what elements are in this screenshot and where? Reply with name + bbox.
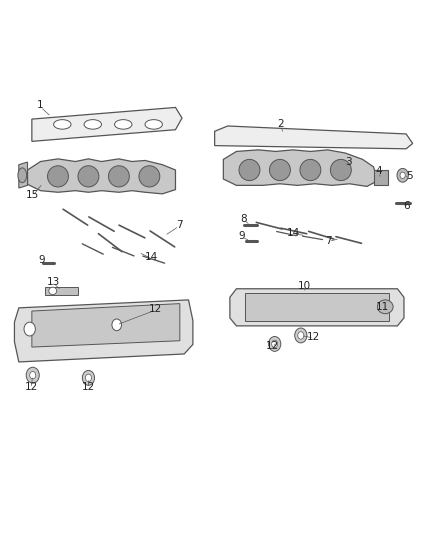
Ellipse shape [115, 119, 132, 129]
Text: 1: 1 [37, 100, 44, 110]
Polygon shape [374, 170, 388, 185]
Ellipse shape [239, 159, 260, 181]
Ellipse shape [82, 370, 95, 385]
Text: 2: 2 [278, 119, 284, 130]
Ellipse shape [49, 287, 57, 295]
Ellipse shape [18, 168, 27, 183]
Ellipse shape [298, 332, 304, 339]
Ellipse shape [85, 374, 92, 382]
Ellipse shape [78, 166, 99, 187]
Ellipse shape [145, 119, 162, 129]
Ellipse shape [47, 166, 68, 187]
Text: 12: 12 [149, 304, 162, 314]
Ellipse shape [139, 166, 160, 187]
Polygon shape [215, 126, 413, 149]
Text: 15: 15 [26, 190, 39, 200]
Text: 9: 9 [38, 255, 45, 265]
Ellipse shape [268, 336, 281, 351]
Ellipse shape [330, 159, 351, 181]
Ellipse shape [300, 159, 321, 181]
Text: 12: 12 [307, 332, 321, 342]
Text: 11: 11 [376, 302, 389, 312]
Ellipse shape [112, 319, 121, 330]
Ellipse shape [378, 300, 393, 314]
Text: 7: 7 [176, 220, 182, 230]
Ellipse shape [26, 367, 39, 383]
Polygon shape [14, 300, 193, 362]
Polygon shape [45, 287, 78, 295]
Ellipse shape [397, 168, 408, 182]
Text: 9: 9 [238, 231, 245, 241]
Text: 10: 10 [298, 280, 311, 290]
Ellipse shape [400, 172, 405, 179]
Polygon shape [28, 159, 176, 194]
Polygon shape [32, 108, 182, 141]
Ellipse shape [272, 340, 278, 348]
Ellipse shape [30, 372, 36, 379]
Text: 3: 3 [346, 157, 352, 167]
Text: 14: 14 [286, 228, 300, 238]
Ellipse shape [84, 119, 102, 129]
Text: 12: 12 [82, 382, 95, 392]
Text: 14: 14 [145, 253, 158, 262]
Polygon shape [19, 162, 28, 188]
Text: 4: 4 [376, 166, 382, 176]
Ellipse shape [109, 166, 129, 187]
Polygon shape [32, 304, 180, 347]
Text: 6: 6 [403, 200, 410, 211]
Polygon shape [223, 150, 378, 187]
Polygon shape [230, 289, 404, 326]
Ellipse shape [269, 159, 290, 181]
Ellipse shape [24, 322, 35, 336]
Text: 7: 7 [325, 236, 332, 246]
Text: 5: 5 [406, 172, 413, 181]
Ellipse shape [295, 328, 307, 343]
Text: 12: 12 [25, 382, 38, 392]
Text: 8: 8 [240, 214, 247, 224]
Text: 13: 13 [47, 277, 60, 287]
Text: 12: 12 [265, 341, 279, 351]
Ellipse shape [53, 119, 71, 129]
Polygon shape [245, 293, 389, 320]
